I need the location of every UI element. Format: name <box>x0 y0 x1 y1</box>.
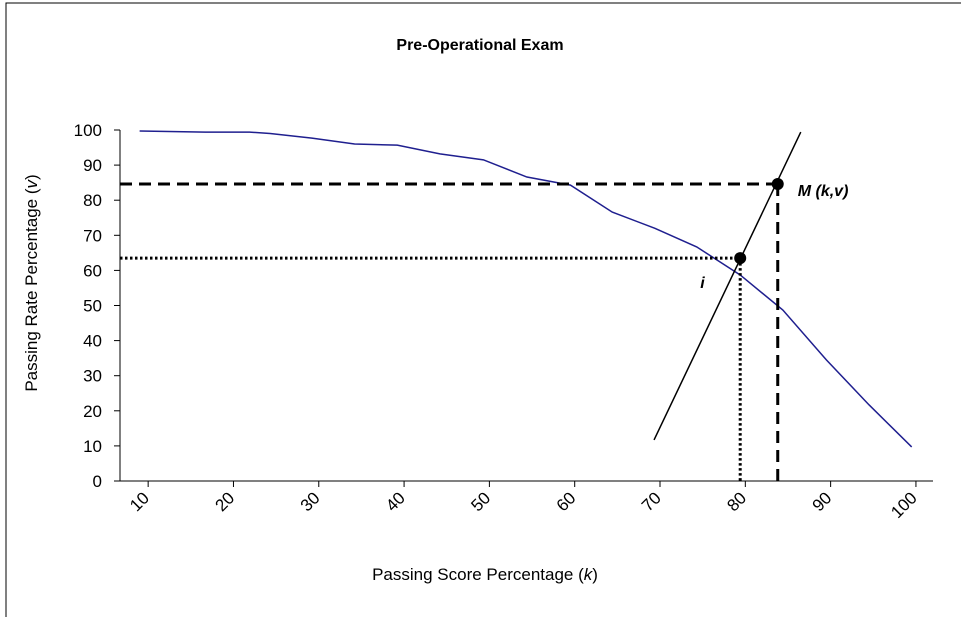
y-axis-label-part: v <box>22 179 41 189</box>
y-tick-label: 90 <box>83 156 102 175</box>
point <box>734 252 747 265</box>
x-axis-label-part: ) <box>592 565 598 584</box>
y-axis-label-part: Passing Rate Percentage ( <box>22 188 41 392</box>
x-axis-label-part: Passing Score Percentage ( <box>372 565 584 584</box>
x-axis-label-part: k <box>584 565 594 584</box>
x-tick-label: 60 <box>553 488 580 515</box>
x-tick-label: 100 <box>887 488 920 521</box>
point-label: M (k,v) <box>798 183 849 200</box>
x-tick-label: 30 <box>297 488 324 515</box>
point <box>771 178 784 191</box>
x-tick-label: 70 <box>638 488 665 515</box>
y-tick-label: 100 <box>74 121 102 140</box>
y-tick-label: 40 <box>83 332 102 351</box>
point-label: i <box>700 275 705 292</box>
x-tick-label: 50 <box>467 488 494 515</box>
y-tick-label: 70 <box>83 226 102 245</box>
y-axis-label: Passing Rate Percentage (v) <box>22 174 41 391</box>
x-tick-label: 90 <box>809 488 836 515</box>
x-tick-label: 40 <box>382 488 409 515</box>
chart-border <box>5 2 961 617</box>
data-line <box>139 130 913 448</box>
y-tick-label: 60 <box>83 261 102 280</box>
x-tick-label: 10 <box>126 488 153 515</box>
y-tick-label: 20 <box>83 402 102 421</box>
y-tick-label: 0 <box>93 472 102 491</box>
x-tick-label: 20 <box>211 488 238 515</box>
x-tick-label: 80 <box>723 488 750 515</box>
chart-title: Pre-Operational Exam <box>396 37 563 54</box>
x-axis-label: Passing Score Percentage (k) <box>372 565 598 584</box>
y-tick-label: 80 <box>83 191 102 210</box>
y-tick-label: 50 <box>83 297 102 316</box>
y-tick-label: 30 <box>83 367 102 386</box>
y-tick-label: 10 <box>83 437 102 456</box>
y-axis-label-part: ) <box>22 174 41 180</box>
